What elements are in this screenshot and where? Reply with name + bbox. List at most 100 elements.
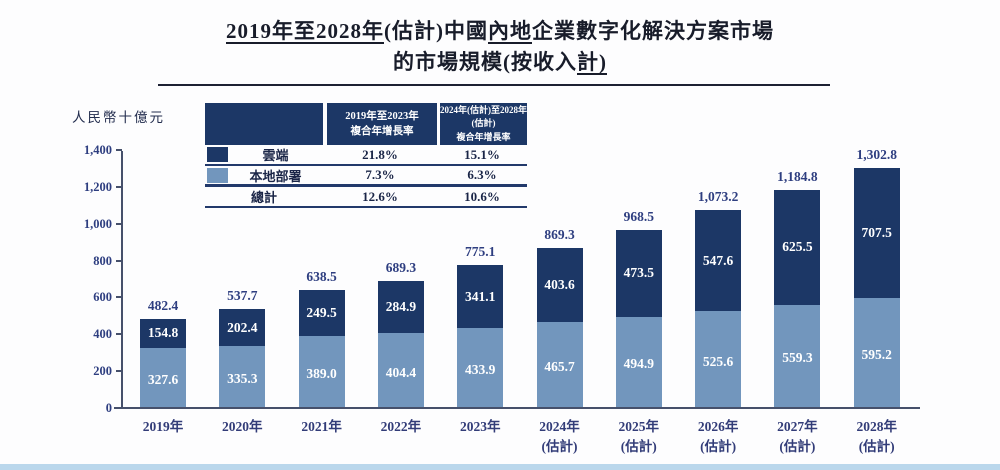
y-tick-mark xyxy=(116,149,122,151)
title-segment: 計) xyxy=(577,50,607,74)
total-value-label: 1,184.8 xyxy=(777,168,818,184)
legend-table-header-row: 2019年至2023年 複合年增長率 2024年(估計)至2028年(估計) 複… xyxy=(205,103,527,145)
y-tick-mark xyxy=(116,185,122,188)
bar-segment-cloud xyxy=(536,247,583,323)
onprem-color-swatch xyxy=(207,167,228,183)
y-tick-label: 200 xyxy=(93,364,112,379)
y-tick-mark xyxy=(116,222,122,225)
cloud-color-swatch xyxy=(207,147,228,162)
onprem-value-label: 404.4 xyxy=(385,364,417,380)
total-value-label: 482.4 xyxy=(147,298,179,314)
legend-table-header-cagr-2024-2028: 2024年(估計)至2028年(估計) 複合年增長率 xyxy=(440,103,527,145)
onprem-value-label: 494.9 xyxy=(623,356,654,372)
cloud-value-label: 547.6 xyxy=(702,252,734,268)
bar-segment-cloud xyxy=(219,308,266,347)
y-tick-label: 800 xyxy=(93,253,112,268)
total-value-label: 1,073.2 xyxy=(697,189,739,205)
legend-row-cloud: 雲端 21.8% 15.1% xyxy=(205,145,527,166)
cloud-value-label: 707.5 xyxy=(861,225,892,241)
bar-segment-onprem xyxy=(695,311,742,408)
onprem-value-label: 433.9 xyxy=(465,362,496,378)
x-axis-category-label: 2024年 (估計) xyxy=(539,419,580,454)
x-axis-category-label: 2027年 (估計) xyxy=(777,419,818,454)
y-tick-mark xyxy=(116,259,122,262)
cloud-value-label: 341.1 xyxy=(465,288,496,304)
x-axis-category-label: 2023年 xyxy=(459,419,501,434)
legend-row-total-cagr1: 12.6% xyxy=(362,188,398,204)
chart-title: 2019年至2028年(估計)中國內地企業數字化解決方案市場 的市場規模(按收入… xyxy=(0,16,1000,78)
bar-segment-onprem xyxy=(457,328,504,408)
title-segment: (估計)中國 xyxy=(384,19,488,43)
total-value-label: 689.3 xyxy=(385,259,417,275)
legend-row-onprem-cagr1: 7.3% xyxy=(365,167,395,182)
title-segment: 2019年至2028年 xyxy=(226,19,384,43)
x-axis-line xyxy=(114,407,920,409)
y-tick-label: 1,400 xyxy=(83,143,112,157)
legend-row-total-cagr2: 10.6% xyxy=(464,188,500,204)
onprem-value-label: 465.7 xyxy=(544,359,575,375)
bar-segment-cloud xyxy=(853,167,900,299)
y-tick-label: 400 xyxy=(93,327,112,342)
page-bottom-strip xyxy=(0,464,1000,470)
y-axis-unit-label: 人民幣十億元 xyxy=(72,110,165,125)
x-axis-category-label: 2022年 xyxy=(380,419,422,434)
bar-segment-onprem xyxy=(536,322,583,408)
bar-segment-cloud xyxy=(377,280,424,334)
cloud-value-label: 625.5 xyxy=(782,239,813,255)
x-axis-category-label: 2020年 xyxy=(222,419,263,434)
bar-segment-onprem xyxy=(298,336,345,408)
legend-row-onprem-cagr2: 6.3% xyxy=(467,167,497,182)
legend-table-header-empty xyxy=(205,103,323,145)
y-tick-label: 1,000 xyxy=(83,216,112,231)
cloud-value-label: 403.6 xyxy=(544,276,575,292)
onprem-value-label: 559.3 xyxy=(782,350,813,366)
onprem-value-label: 327.6 xyxy=(147,371,179,387)
y-tick-label: 600 xyxy=(93,290,112,305)
y-tick-label: 1,200 xyxy=(83,179,112,194)
chart-title-line-2: 的市場規模(按收入計) xyxy=(0,47,1000,78)
total-value-label: 869.3 xyxy=(544,226,575,242)
y-tick-mark xyxy=(116,296,122,299)
cloud-value-label: 249.5 xyxy=(306,305,337,321)
x-axis-category-label: 2019年 xyxy=(142,419,184,434)
bar-segment-cloud xyxy=(140,319,186,348)
y-axis-line xyxy=(121,151,123,409)
bar-segment-cloud xyxy=(615,229,662,317)
bar-segment-onprem xyxy=(219,346,266,408)
onprem-value-label: 389.0 xyxy=(306,366,337,382)
cloud-value-label: 473.5 xyxy=(623,265,654,281)
legend-cagr-table: 2019年至2023年 複合年增長率 2024年(估計)至2028年(估計) 複… xyxy=(205,103,527,208)
cloud-value-label: 154.8 xyxy=(147,325,179,341)
y-tick-mark xyxy=(116,333,122,336)
onprem-value-label: 595.2 xyxy=(861,347,892,363)
legend-row-cloud-cagr1: 21.8% xyxy=(362,146,398,162)
bar-segment-onprem xyxy=(377,333,424,408)
chart-title-line-1: 2019年至2028年(估計)中國內地企業數字化解決方案市場 xyxy=(0,16,1000,47)
legend-row-cloud-label: 雲端 xyxy=(262,148,289,163)
total-value-label: 968.5 xyxy=(623,208,654,224)
total-value-label: 537.7 xyxy=(227,287,258,303)
bar-segment-cloud xyxy=(695,210,742,312)
legend-row-total: 總計 12.6% 10.6% xyxy=(205,187,527,208)
title-segment: 企業數字化解決方案市場 xyxy=(532,19,774,43)
legend-row-total-label: 總計 xyxy=(250,190,277,205)
x-axis-category-label: 2025年 (估計) xyxy=(618,419,660,454)
onprem-value-label: 525.6 xyxy=(702,353,734,369)
bar-segment-cloud xyxy=(457,265,504,329)
y-tick-mark xyxy=(116,370,122,373)
legend-table-header-cagr-2019-2023: 2019年至2023年 複合年增長率 xyxy=(327,103,437,145)
total-value-label: 638.5 xyxy=(306,269,337,285)
bar-segment-onprem xyxy=(853,298,900,408)
y-tick-label: 0 xyxy=(105,401,112,415)
total-value-label: 1,302.8 xyxy=(856,146,897,162)
bar-segment-cloud xyxy=(774,189,821,305)
legend-row-cloud-cagr2: 15.1% xyxy=(464,146,500,162)
legend-row-onprem: 本地部署 7.3% 6.3% xyxy=(205,166,527,187)
cloud-value-label: 284.9 xyxy=(385,299,417,315)
bar-segment-cloud xyxy=(298,290,345,337)
x-axis-category-label: 2026年 (估計) xyxy=(697,419,739,454)
total-value-label: 775.1 xyxy=(465,244,496,260)
bar-segment-onprem xyxy=(615,316,662,408)
bar-segment-onprem xyxy=(774,304,821,408)
